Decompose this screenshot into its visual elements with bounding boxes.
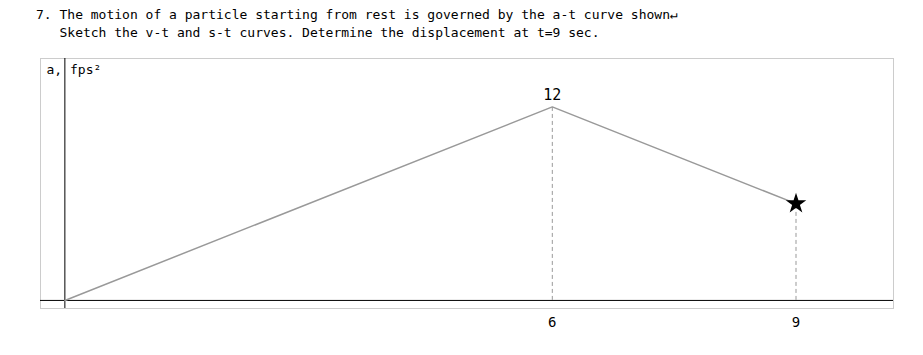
svg-text:9: 9 [792,314,800,330]
html-text:7. The motion of a particle st: 7. The motion of a particle starting fro… [36,7,678,22]
svg-text:a, fps²: a, fps² [47,62,102,77]
svg-text:6: 6 [548,314,556,330]
html-text:Sketch the v-t and s-t curves.: Sketch the v-t and s-t curves. Determine… [36,25,600,40]
svg-text:12: 12 [543,86,561,104]
